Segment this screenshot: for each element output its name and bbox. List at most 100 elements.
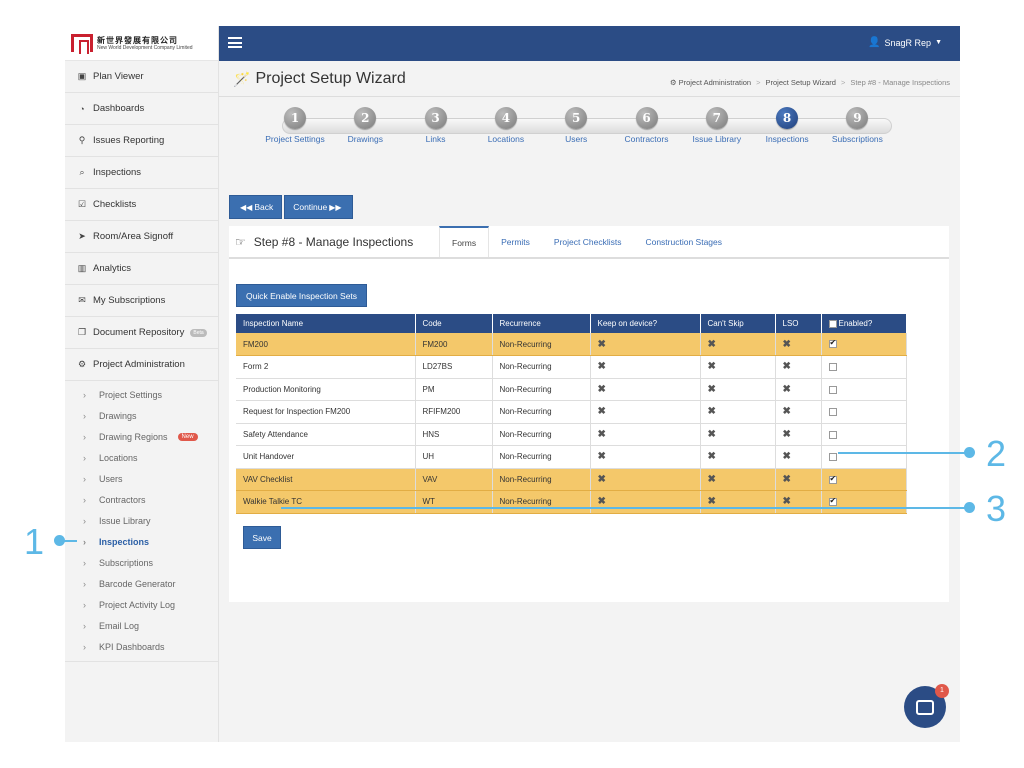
callout-number-2: 2 [986, 433, 1007, 474]
lso-toggle-icon[interactable]: ✖ [782, 496, 791, 508]
cant-skip-toggle-icon[interactable]: ✖ [707, 428, 716, 440]
submenu-item-label: Barcode Generator [99, 578, 176, 589]
back-button[interactable]: ◀◀ Back [229, 195, 283, 219]
enabled-checkbox[interactable] [828, 453, 837, 462]
select-all-checkbox[interactable] [828, 319, 837, 328]
cant-skip-toggle-icon[interactable]: ✖ [707, 451, 716, 463]
sidebar-item-inspections[interactable]: ⌕ Inspections [65, 157, 218, 189]
keep-on-device-toggle-icon[interactable]: ✖ [597, 496, 606, 508]
panel-title: ☞ Step #8 - Manage Inspections [235, 234, 414, 249]
step-number-circle: 7 [705, 107, 728, 129]
enabled-checkbox[interactable] [828, 363, 837, 372]
cant-skip-toggle-icon[interactable]: ✖ [707, 473, 716, 485]
chevron-right-icon: › [83, 599, 86, 610]
step-label: Subscriptions [831, 134, 883, 144]
submenu-item-issue-library[interactable]: › Issue Library [65, 510, 218, 531]
submenu-item-kpi-dashboards[interactable]: › KPI Dashboards [65, 636, 218, 657]
sidebar-item-dashboards[interactable]: ◔ Dashboards [65, 93, 218, 125]
lso-toggle-icon[interactable]: ✖ [782, 361, 791, 373]
lso-toggle-icon[interactable]: ✖ [782, 473, 791, 485]
sidebar-item-project-administration[interactable]: ⚙ Project Administration [65, 349, 218, 381]
cant-skip-toggle-icon[interactable]: ✖ [707, 338, 716, 350]
submenu-item-drawing-regions[interactable]: › Drawing Regions New [65, 426, 218, 447]
submenu-item-inspections[interactable]: › Inspections [65, 531, 218, 552]
wizard-step-1[interactable]: 1 Project Settings [255, 107, 335, 144]
lso-toggle-icon[interactable]: ✖ [782, 338, 791, 350]
step-label: Contractors [624, 134, 669, 144]
tab-construction-stages[interactable]: Construction Stages [645, 236, 723, 247]
sidebar-item-analytics[interactable]: ▥ Analytics [65, 253, 218, 285]
keep-on-device-toggle-icon[interactable]: ✖ [597, 406, 606, 418]
keep-on-device-toggle-icon[interactable]: ✖ [597, 383, 606, 395]
tab-forms[interactable]: Forms [439, 226, 490, 257]
cogs-icon: ⚙ [77, 359, 87, 369]
chat-launcher-button[interactable]: 1 [904, 684, 949, 728]
beta-badge: Beta [190, 328, 207, 337]
keep-on-device-toggle-icon[interactable]: ✖ [597, 338, 606, 350]
col-header-lso: LSO [775, 314, 822, 333]
callout-line-2 [838, 452, 970, 454]
submenu-item-email-log[interactable]: › Email Log [65, 615, 218, 636]
keep-on-device-toggle-icon[interactable]: ✖ [597, 428, 606, 440]
wizard-step-6[interactable]: 6 Contractors [607, 107, 687, 144]
sidebar-item-label: Project Administration [93, 359, 185, 370]
continue-button[interactable]: Continue ▶▶ [284, 195, 353, 219]
enabled-checkbox[interactable] [828, 474, 837, 484]
wizard-stepper: 1 Project Settings 2 Drawings 3 Links 4 Locatio… [265, 107, 907, 157]
breadcrumb-item[interactable]: Project Administration [678, 78, 752, 87]
keep-on-device-toggle-icon[interactable]: ✖ [597, 473, 606, 485]
wizard-step-2[interactable]: 2 Drawings [325, 107, 405, 144]
enabled-checkbox[interactable] [828, 430, 837, 439]
sidebar-item-my-subscriptions[interactable]: ✉ My Subscriptions [65, 285, 218, 317]
user-menu[interactable]: 👤 SnagR Rep ▼ [868, 37, 942, 48]
submenu-item-barcode-generator[interactable]: › Barcode Generator [65, 573, 218, 594]
lso-toggle-icon[interactable]: ✖ [782, 451, 791, 463]
wizard-step-8[interactable]: 8 Inspections [747, 107, 827, 144]
cant-skip-toggle-icon[interactable]: ✖ [707, 406, 716, 418]
wizard-step-9[interactable]: 9 Subscriptions [817, 107, 897, 144]
sidebar-item-document-repository[interactable]: ❐ Document Repository Beta [65, 317, 218, 349]
enabled-checkbox[interactable] [828, 408, 837, 417]
sidebar-item-room-area-signoff[interactable]: ➤ Room/Area Signoff [65, 221, 218, 253]
submenu-item-locations[interactable]: › Locations [65, 447, 218, 468]
submenu-item-project-settings[interactable]: › Project Settings [65, 384, 218, 405]
tab-project-checklists[interactable]: Project Checklists [553, 236, 622, 247]
tab-permits[interactable]: Permits [501, 236, 530, 247]
envelope-icon: ✉ [78, 295, 86, 305]
sidebar-item-issues-reporting[interactable]: ⚲ Issues Reporting [65, 125, 218, 157]
submenu-item-project-activity-log[interactable]: › Project Activity Log [65, 594, 218, 615]
lso-toggle-icon[interactable]: ✖ [782, 383, 791, 395]
submenu-item-label: Contractors [99, 494, 146, 505]
breadcrumb-item[interactable]: Project Setup Wizard [765, 78, 836, 87]
submenu-item-subscriptions[interactable]: › Subscriptions [65, 552, 218, 573]
cell-code: PM [415, 378, 493, 401]
step-number-circle: 5 [565, 107, 588, 129]
cant-skip-toggle-icon[interactable]: ✖ [707, 496, 716, 508]
keep-on-device-toggle-icon[interactable]: ✖ [597, 361, 606, 373]
cell-recurrence: Non-Recurring [492, 378, 591, 401]
sidebar-item-label: My Subscriptions [93, 295, 166, 306]
save-button[interactable]: Save [243, 526, 281, 549]
hamburger-menu-icon[interactable] [228, 37, 242, 48]
enabled-checkbox[interactable] [828, 385, 837, 394]
inspections-table: Inspection Name Code Recurrence Keep on … [236, 314, 907, 514]
wizard-step-5[interactable]: 5 Users [536, 107, 616, 144]
submenu-item-users[interactable]: › Users [65, 468, 218, 489]
callout-number-1: 1 [24, 521, 45, 562]
submenu-item-drawings[interactable]: › Drawings [65, 405, 218, 426]
lso-toggle-icon[interactable]: ✖ [782, 428, 791, 440]
enabled-checkbox[interactable] [828, 496, 837, 507]
quick-enable-inspection-sets-button[interactable]: Quick Enable Inspection Sets [236, 284, 368, 307]
sidebar-item-plan-viewer[interactable]: ▣ Plan Viewer [65, 61, 218, 93]
wizard-step-4[interactable]: 4 Locations [466, 107, 546, 144]
sidebar-item-checklists[interactable]: ☑ Checklists [65, 189, 218, 221]
chevron-right-icon: › [83, 515, 86, 526]
cant-skip-toggle-icon[interactable]: ✖ [707, 361, 716, 373]
wizard-step-3[interactable]: 3 Links [396, 107, 476, 144]
wizard-step-7[interactable]: 7 Issue Library [677, 107, 757, 144]
submenu-item-contractors[interactable]: › Contractors [65, 489, 218, 510]
cant-skip-toggle-icon[interactable]: ✖ [707, 383, 716, 395]
lso-toggle-icon[interactable]: ✖ [782, 406, 791, 418]
enabled-checkbox[interactable] [828, 338, 837, 349]
keep-on-device-toggle-icon[interactable]: ✖ [597, 451, 606, 463]
